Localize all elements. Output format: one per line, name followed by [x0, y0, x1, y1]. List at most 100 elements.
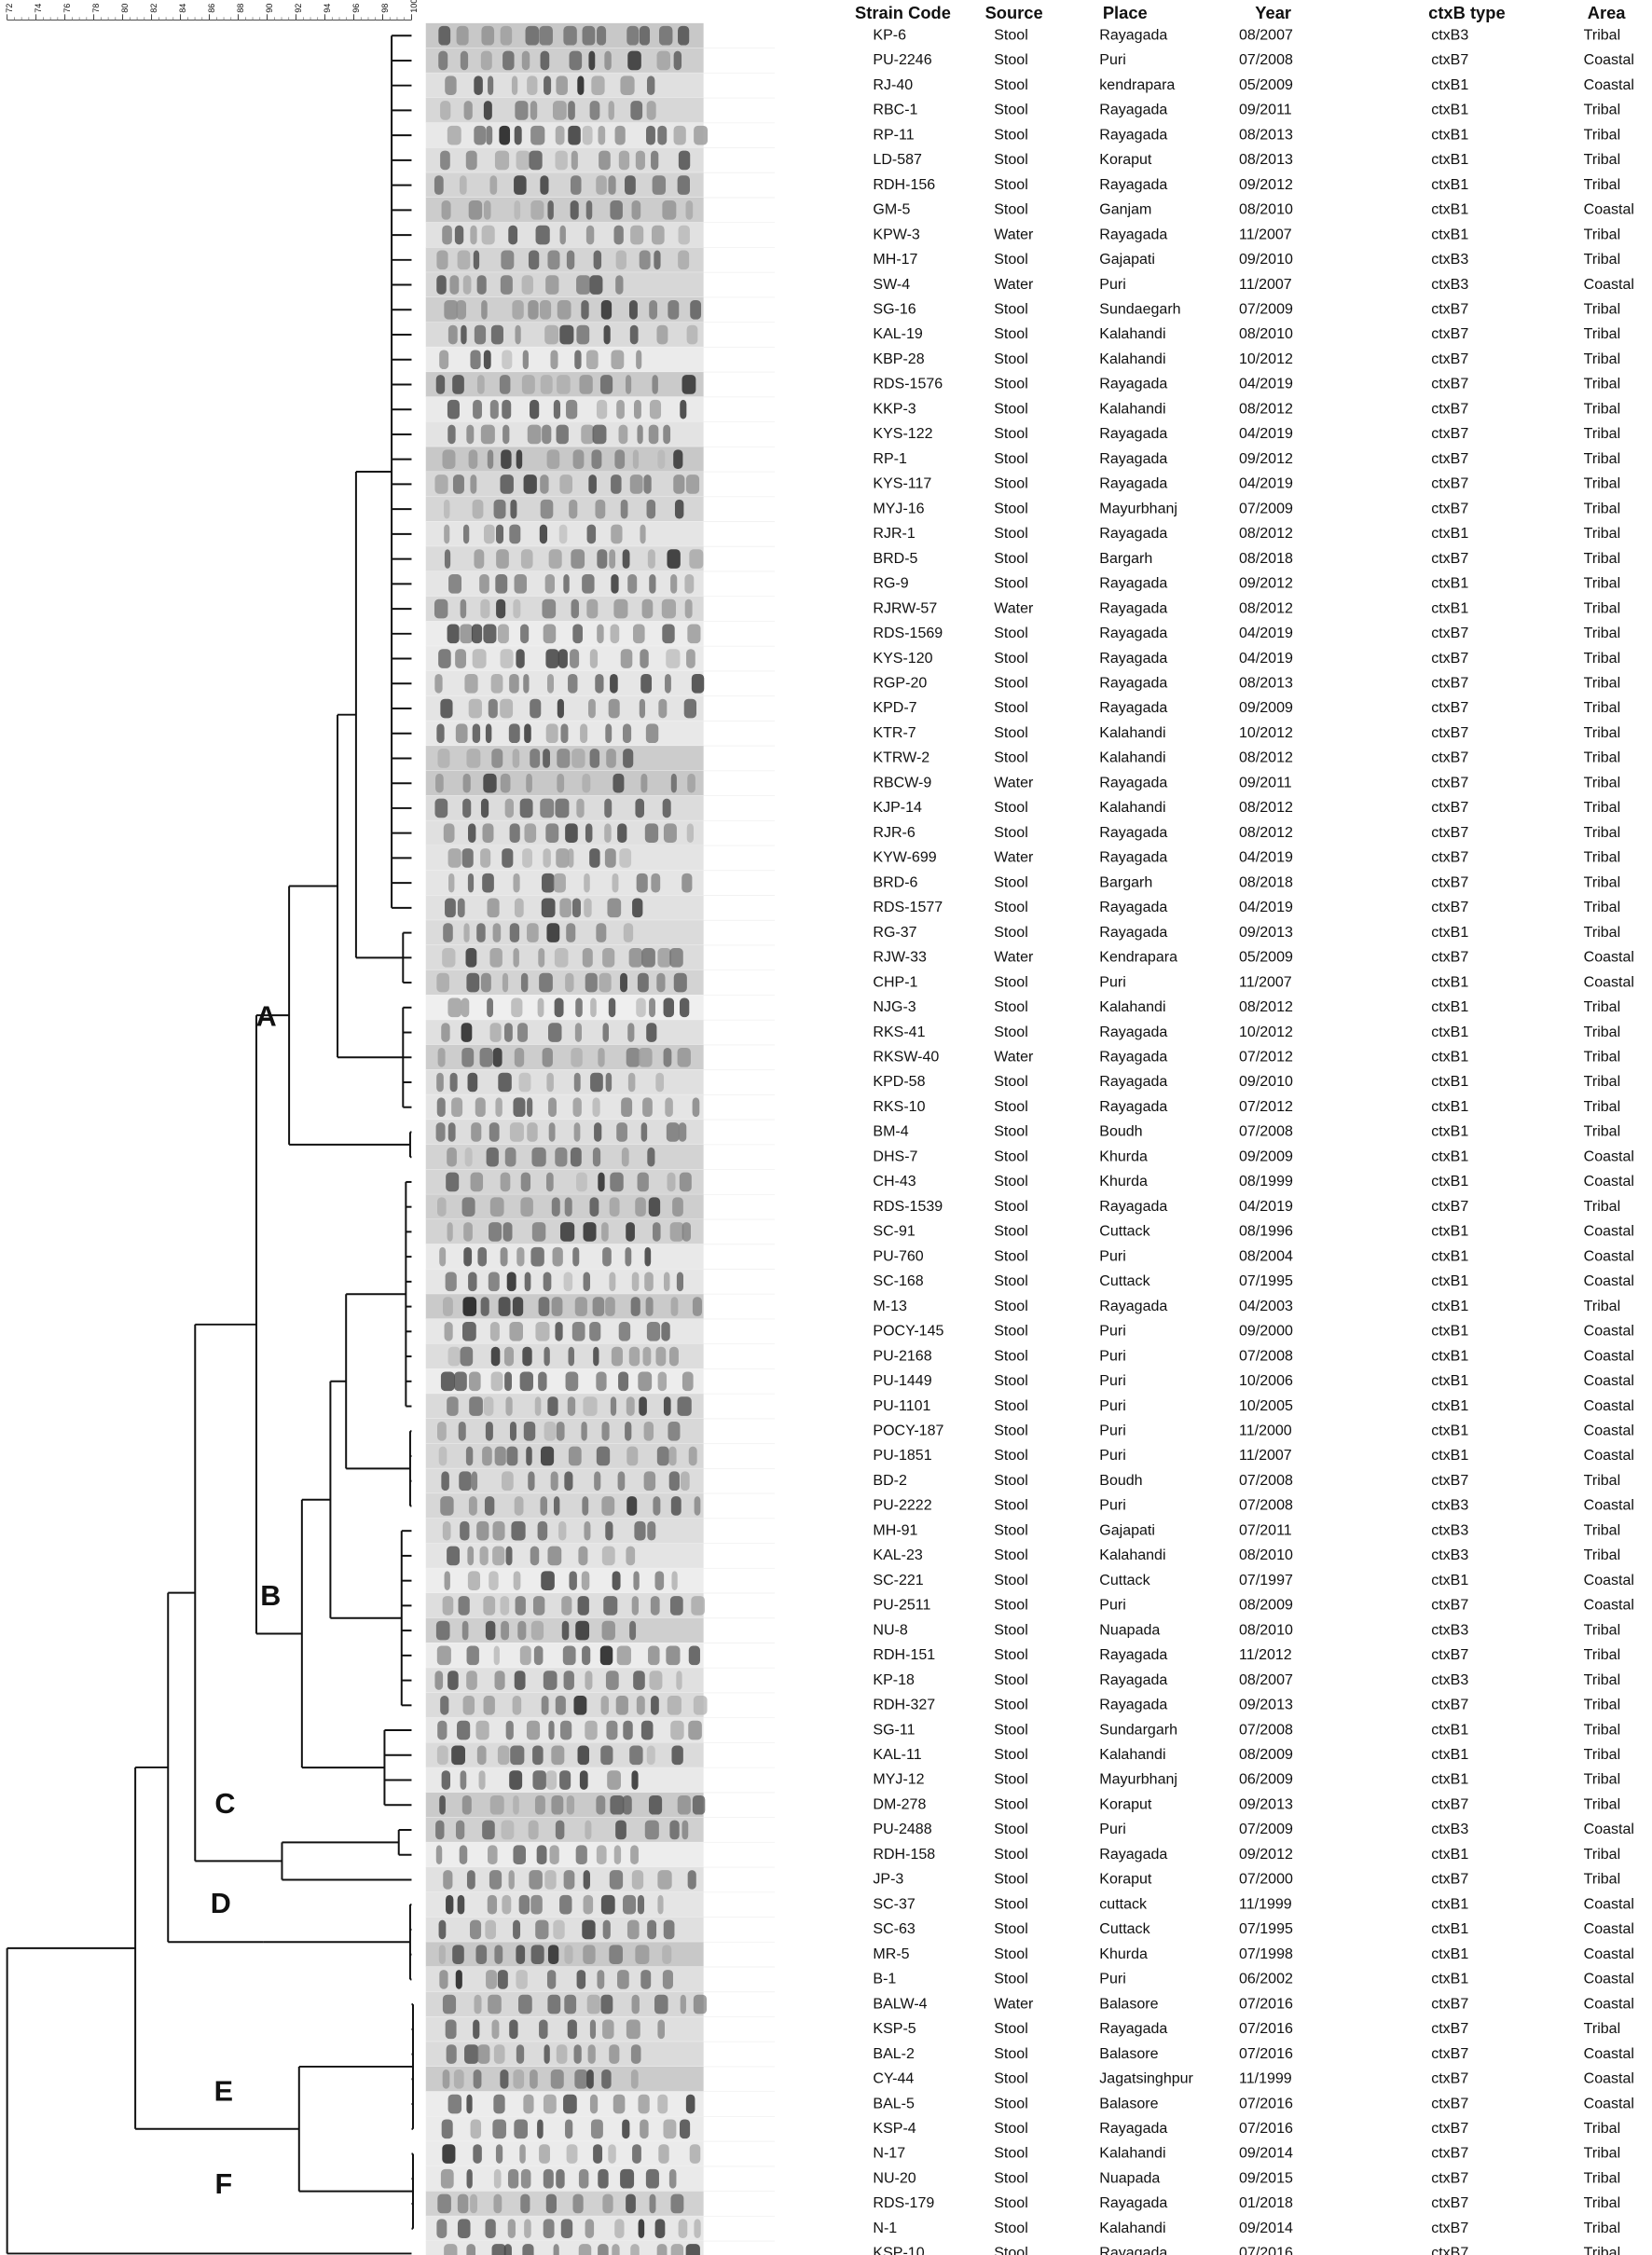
gel-band [687, 624, 701, 644]
table-cell: 07/2000 [1239, 1871, 1293, 1888]
gel-band [489, 1794, 504, 1815]
gel-band [599, 1645, 613, 1666]
gel-band [566, 1794, 575, 1815]
table-cell: Stool [994, 1821, 1028, 1837]
table-cell: BAL-5 [873, 2095, 915, 2111]
table-cell: BD-2 [873, 1472, 907, 1489]
gel-band [530, 1546, 540, 1566]
table-cell: KTR-7 [873, 724, 915, 741]
gel-band [658, 2144, 669, 2164]
gel-band [542, 873, 555, 893]
gel-band [673, 972, 687, 993]
table-cell: Ganjam [1099, 201, 1151, 218]
gel-band [440, 698, 453, 719]
gel-band [662, 624, 675, 644]
table-cell: 07/2016 [1239, 2020, 1293, 2037]
gel-band [647, 1919, 657, 1940]
gel-lane [425, 1069, 704, 1095]
gel-band [631, 1870, 644, 1890]
table-cell: ctxB7 [1431, 949, 1468, 966]
dendrogram [6, 34, 414, 2255]
table-cell: Cuttack [1099, 1223, 1150, 1240]
gel-band [602, 1919, 611, 1940]
gel-band [644, 1246, 652, 1267]
gel-band [487, 449, 494, 469]
table-cell: Tribal [1584, 899, 1620, 915]
table-cell: 11/2012 [1239, 1646, 1292, 1663]
table-cell: Stool [994, 899, 1028, 915]
gel-band [461, 997, 470, 1018]
gel-lane [425, 870, 704, 896]
gel-band [668, 2168, 677, 2189]
table-cell: Rayagada [1099, 126, 1167, 143]
table-cell: KPD-58 [873, 1073, 925, 1090]
table-cell: 10/2012 [1239, 1024, 1293, 1040]
gel-band [442, 1596, 454, 1616]
gel-band [480, 798, 489, 818]
table-cell: 09/2009 [1239, 1148, 1293, 1164]
gel-band [471, 624, 483, 644]
gel-band [457, 2219, 471, 2239]
gel-band [555, 1696, 566, 1715]
table-cell: RJRW-57 [873, 599, 937, 616]
gel-band [518, 1894, 530, 1915]
gel-band [669, 1222, 684, 1242]
gel-band [640, 1970, 652, 1989]
gel-lane [425, 1643, 704, 1669]
gel-band [654, 1994, 668, 2014]
gel-band [600, 1745, 613, 1766]
gel-band [493, 2044, 505, 2064]
gel-band [547, 1994, 561, 2014]
gel-band [452, 474, 464, 494]
gel-band [621, 1147, 629, 1167]
table-cell: Puri [1099, 276, 1125, 293]
gel-band [592, 1097, 600, 1118]
gel-band [687, 1870, 696, 1890]
gel-band [646, 125, 655, 145]
table-cell: Stool [994, 625, 1028, 641]
gel-band [574, 350, 582, 370]
gel-band [652, 225, 665, 245]
table-cell: Stool [994, 924, 1028, 941]
gel-band [508, 225, 518, 245]
table-cell: ctxB7 [1431, 2020, 1468, 2037]
gel-band [602, 1246, 612, 1267]
table-cell: Stool [994, 176, 1028, 193]
gel-band [483, 1696, 495, 1715]
table-cell: Rayagada [1099, 599, 1167, 616]
gel-band [508, 1870, 515, 1890]
gel-band [548, 549, 562, 569]
gel-band [545, 1770, 558, 1790]
gel-band [634, 399, 641, 419]
gel-band [578, 2168, 589, 2189]
gel-band [653, 1222, 661, 1242]
gel-background [425, 1120, 704, 1145]
gel-band [635, 798, 644, 818]
gel-band [521, 50, 530, 71]
table-cell: Coastal [1584, 2045, 1634, 2062]
table-cell: Rayagada [1099, 625, 1167, 641]
table-cell: ctxB7 [1431, 550, 1468, 567]
table-cell: 04/2019 [1239, 1198, 1293, 1215]
gel-band [487, 1894, 498, 1915]
table-cell: 08/2007 [1239, 26, 1293, 43]
table-cell: RJ-40 [873, 76, 913, 93]
gel-band [447, 848, 461, 868]
table-cell: PU-2222 [873, 1497, 931, 1514]
gel-band [515, 1596, 526, 1616]
table-cell: Balasore [1099, 2045, 1158, 2062]
gel-band [571, 175, 582, 195]
gel-band [540, 175, 549, 195]
gel-band [608, 101, 614, 120]
gel-band [442, 449, 456, 469]
table-cell: 08/2013 [1239, 126, 1293, 143]
table-cell: Mayurbhanj [1099, 1771, 1177, 1788]
table-cell: Stool [994, 724, 1028, 741]
table-cell: Stool [994, 1148, 1028, 1164]
gel-band [631, 1272, 640, 1292]
table-cell: KKP-3 [873, 400, 915, 417]
table-cell: Kendrapara [1099, 949, 1177, 966]
table-cell: 06/2009 [1239, 1771, 1293, 1788]
table-cell: Coastal [1584, 1821, 1634, 1837]
table-cell: Water [994, 226, 1034, 242]
